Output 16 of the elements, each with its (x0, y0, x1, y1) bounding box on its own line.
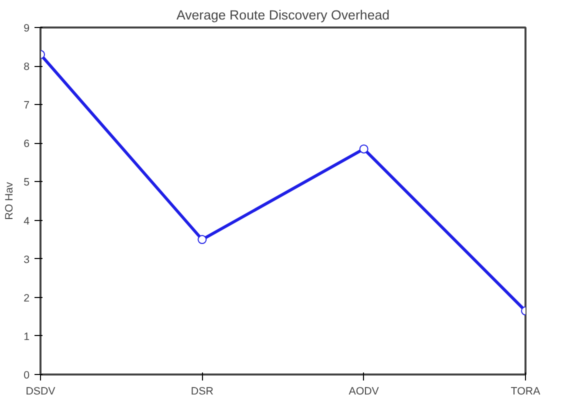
y-tick-label: 0 (24, 370, 30, 382)
y-tick-label: 5 (24, 176, 30, 189)
y-tick-label: 4 (24, 215, 30, 228)
y-tick-label: 8 (24, 61, 30, 74)
y-tick-label: 7 (24, 100, 30, 112)
y-tick-label: 2 (24, 292, 30, 304)
x-tick-label: TORA (510, 386, 542, 398)
y-tick-label: 3 (24, 254, 30, 266)
x-tick-label: DSDV (26, 386, 56, 398)
y-tick-label: 6 (24, 138, 30, 150)
chart-title: Average Route Discovery Overhead (176, 8, 390, 22)
x-tick-label: DSR (190, 386, 214, 398)
y-tick-label: 9 (24, 22, 30, 34)
y-tick-label: 1 (24, 330, 30, 343)
y-axis-title: RO Hav (4, 181, 16, 220)
x-tick-label: AODV (348, 386, 380, 398)
